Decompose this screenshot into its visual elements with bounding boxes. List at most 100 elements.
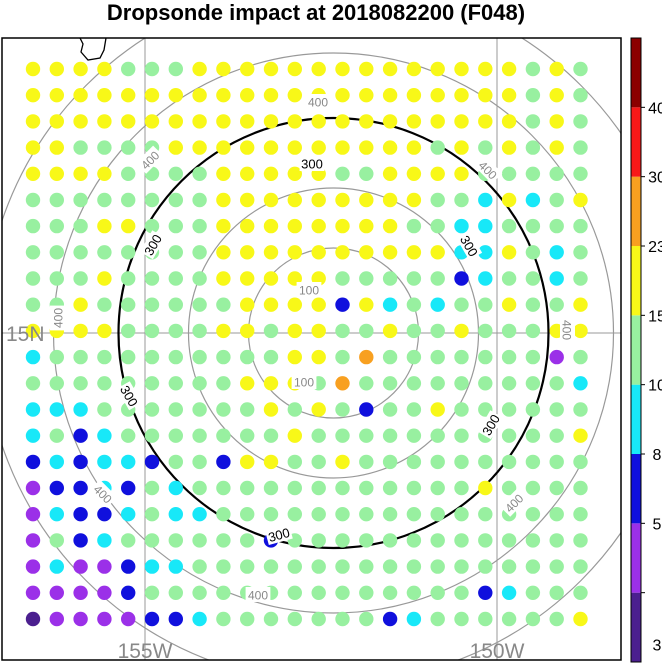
dropsonde-point [573,140,588,155]
dropsonde-point [430,480,445,496]
dropsonde-point [97,271,112,286]
dropsonde-point [121,559,136,574]
dropsonde-point [335,114,350,129]
dropsonde-point [406,533,422,548]
dropsonde-point [240,88,255,103]
dropsonde-point [501,297,517,312]
dropsonde-point [430,611,445,627]
dropsonde-point [97,166,112,181]
lon-label: 150W [470,640,525,663]
dropsonde-point [144,533,160,548]
dropsonde-point [501,454,517,470]
dropsonde-point [97,297,112,312]
dropsonde-point [144,349,160,365]
dropsonde-point [573,402,588,417]
dropsonde-point [382,611,398,627]
dropsonde-point [406,271,422,286]
dropsonde-point [478,559,493,574]
dropsonde-point [144,402,160,417]
dropsonde-point [263,376,279,391]
dropsonde-point [478,271,493,286]
dropsonde-point [73,192,88,208]
dropsonde-point [430,559,445,574]
dropsonde-point [478,611,493,627]
dropsonde-point [240,454,255,470]
dropsonde-point [311,402,326,417]
dropsonde-point [525,245,541,260]
dropsonde-point [549,166,564,181]
dropsonde-point [25,611,41,627]
dropsonde-point [168,192,183,208]
dropsonde-point [216,428,231,443]
dropsonde-point [478,349,493,365]
dropsonde-point [49,376,64,391]
dropsonde-point [573,376,588,391]
range-ring-label-300: 300 [299,156,325,172]
dropsonde-point [525,166,541,181]
dropsonde-point [478,533,493,548]
dropsonde-point [525,61,541,77]
dropsonde-point [525,402,541,417]
dropsonde-point [168,61,183,77]
dropsonde-point [406,218,422,234]
dropsonde-point [168,140,183,155]
dropsonde-point [406,480,422,496]
dropsonde-point [73,245,88,260]
dropsonde-point [549,88,564,103]
dropsonde-point [311,480,326,496]
dropsonde-point [359,349,374,365]
dropsonde-point [525,507,541,522]
range-ring-label: 400 [245,587,271,603]
dropsonde-point [549,245,564,260]
dropsonde-point [501,88,517,103]
dropsonde-point [382,480,398,496]
dropsonde-point [168,245,183,260]
dropsonde-point [549,428,564,443]
dropsonde-point [501,245,517,260]
range-ring-label-300-text: 300 [267,525,292,545]
dropsonde-point [335,611,350,627]
dropsonde-point [406,61,422,77]
dropsonde-point [311,454,326,470]
dropsonde-point [406,402,422,417]
dropsonde-point [359,218,374,234]
range-ring-label-300-bg [116,381,143,411]
range-ring-label: 400 [474,155,503,184]
dropsonde-point [406,376,422,391]
dropsonde-point [454,533,469,548]
dropsonde-point [121,349,136,365]
dropsonde-point [49,166,64,181]
dropsonde-point [359,61,374,77]
dropsonde-point [430,140,445,155]
dropsonde-point [97,323,112,339]
dropsonde-point [240,61,255,77]
dropsonde-point [549,480,564,496]
dropsonde-point [573,611,588,627]
dropsonde-point [454,166,469,181]
dropsonde-point [501,323,517,339]
dropsonde-point [73,323,88,339]
dropsonde-point [25,559,41,574]
dropsonde-point [121,88,136,103]
dropsonde-point [240,323,255,339]
dropsonde-point [97,245,112,260]
dropsonde-point [240,349,255,365]
dropsonde-point [144,88,160,103]
dropsonde-point [216,454,231,470]
dropsonde-point [573,323,588,339]
dropsonde-point [263,428,279,443]
dropsonde-point [287,402,302,417]
range-ring-label-300-bg [456,231,483,261]
dropsonde-point [287,428,302,443]
dropsonde-point [240,533,255,548]
dropsonde-point [311,585,326,600]
dropsonde-point [168,297,183,312]
dropsonde-point [311,611,326,627]
colorbar-tick-label: 10 [648,378,662,395]
dropsonde-point [382,559,398,574]
dropsonde-point [287,88,302,103]
dropsonde-point [25,585,41,600]
range-ring-label-300-bg [264,524,293,545]
dropsonde-point [311,349,326,365]
dropsonde-point [549,271,564,286]
